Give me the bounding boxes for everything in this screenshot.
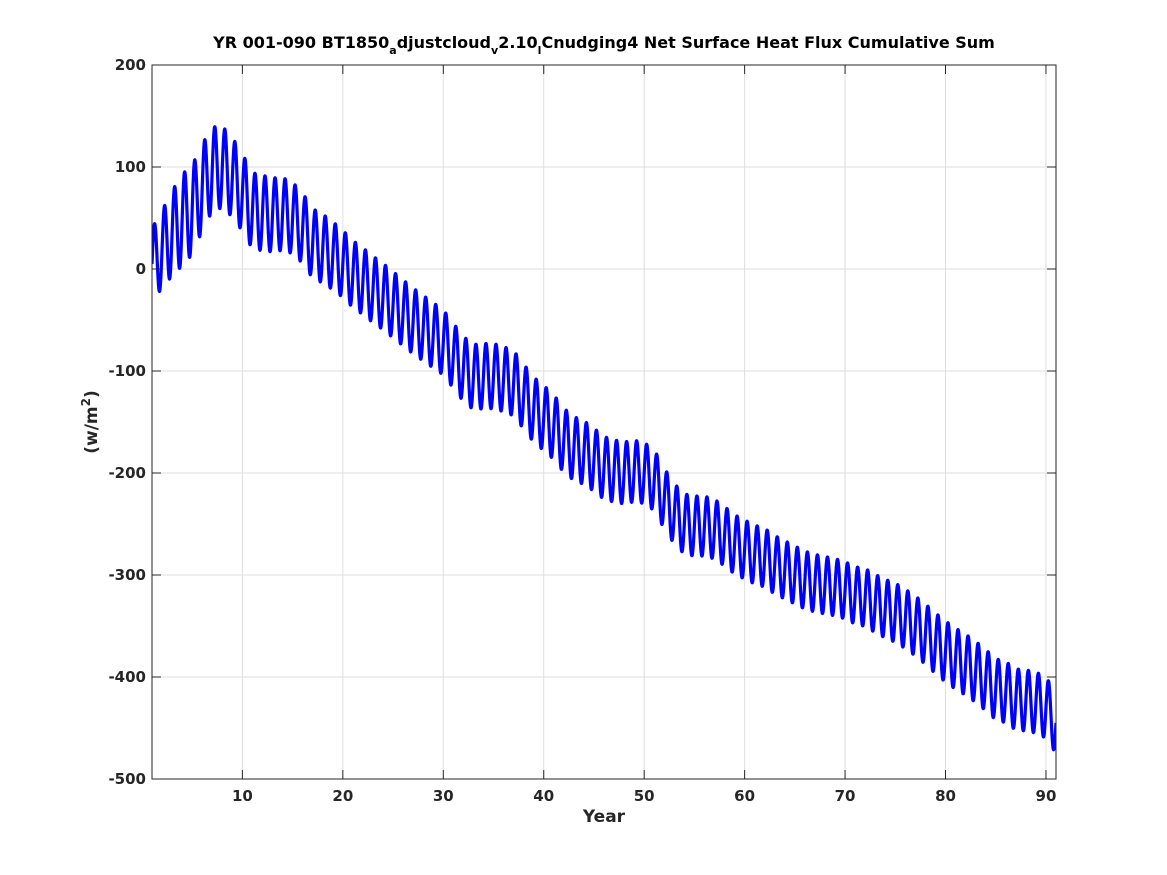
y-tick-label: -100 <box>108 362 146 380</box>
x-tick-label: 40 <box>533 787 554 805</box>
y-tick-label: -400 <box>108 668 146 686</box>
y-tick-label: 100 <box>115 158 146 176</box>
series-layer <box>152 125 1056 752</box>
x-tick-label: 60 <box>734 787 755 805</box>
plot-area <box>152 65 1056 779</box>
y-tick-label: -500 <box>108 770 146 788</box>
x-tick-label: 30 <box>433 787 454 805</box>
x-tick-label: 90 <box>1036 787 1057 805</box>
y-axis-label: (w/m2) <box>79 390 102 454</box>
y-tick-label: -200 <box>108 464 146 482</box>
y-tick-label: -300 <box>108 566 146 584</box>
ticks: 10 20 30 40 50 60 70 80 90 -500 -400 -300 -200 -100 0 1… <box>108 56 1056 805</box>
series-line <box>152 125 1056 752</box>
x-tick-label: 50 <box>634 787 655 805</box>
axes-box <box>151 64 1057 780</box>
x-axis-label: Year <box>582 807 626 827</box>
y-tick-label: 200 <box>115 56 146 74</box>
chart-title: YR 001-090 BT1850adjustcloudv2.10lCnudgi… <box>212 33 995 57</box>
x-tick-label: 10 <box>232 787 253 805</box>
y-tick-label: 0 <box>136 260 146 278</box>
x-tick-label: 70 <box>835 787 856 805</box>
x-tick-label: 80 <box>935 787 956 805</box>
x-tick-label: 20 <box>332 787 353 805</box>
